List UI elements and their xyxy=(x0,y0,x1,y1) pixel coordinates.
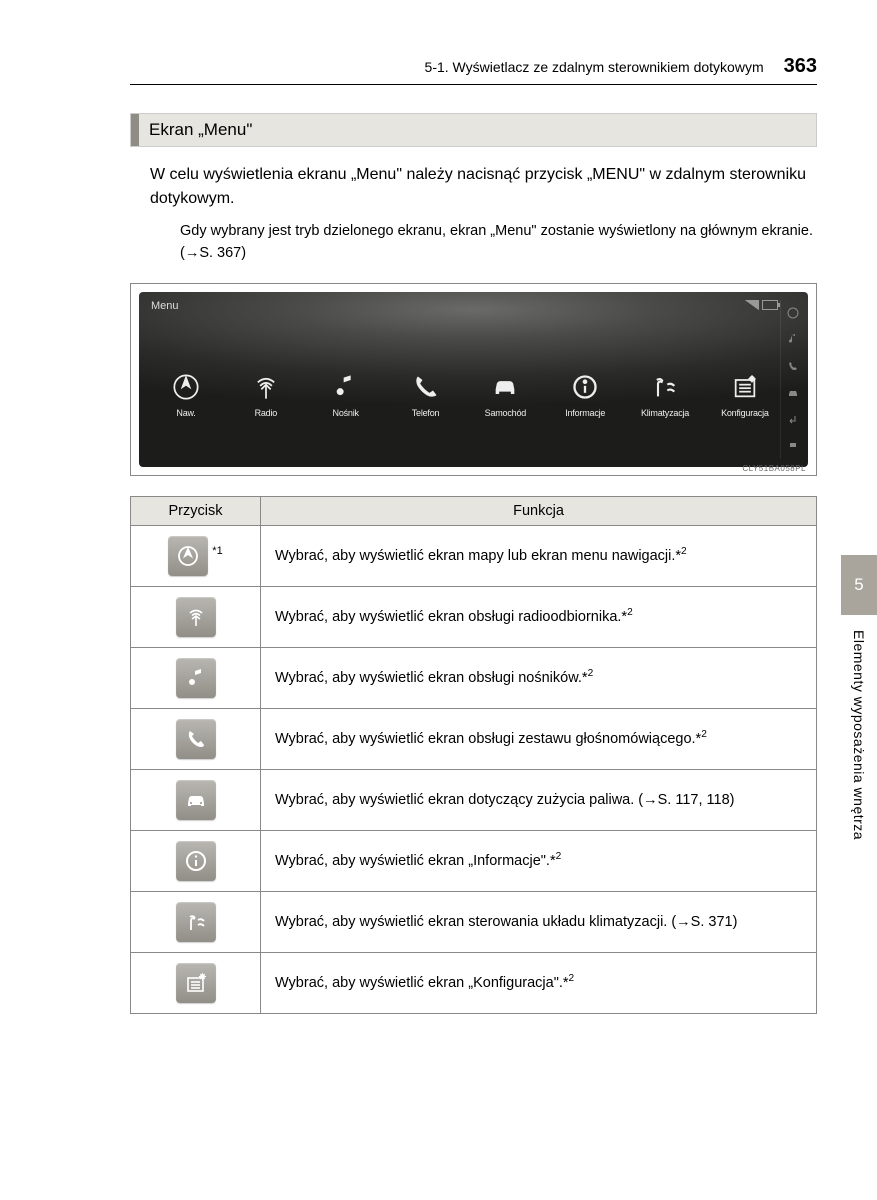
row-func: Wybrać, aby wyświetlić ekran obsługi noś… xyxy=(261,647,817,708)
side-nav-icon[interactable] xyxy=(787,307,799,319)
running-header: 5-1. Wyświetlacz ze zdalnym sterownikiem… xyxy=(130,55,817,85)
table-row: Wybrać, aby wyświetlić ekran dotyczący z… xyxy=(131,769,817,830)
row-func: Wybrać, aby wyświetlić ekran „Informacje… xyxy=(261,830,817,891)
note-paragraph: Gdy wybrany jest tryb dzielonego ekranu,… xyxy=(180,221,817,265)
chapter-number: 5 xyxy=(854,575,863,595)
side-return-icon[interactable] xyxy=(787,413,799,425)
media-icon xyxy=(331,372,361,402)
row-func: Wybrać, aby wyświetlić ekran obsługi rad… xyxy=(261,586,817,647)
nav-button-icon xyxy=(168,536,208,576)
side-icons xyxy=(780,300,802,459)
row-func: Wybrać, aby wyświetlić ekran obsługi zes… xyxy=(261,708,817,769)
side-car-icon[interactable] xyxy=(787,386,799,398)
side-mute-icon[interactable] xyxy=(787,439,799,451)
info-icon xyxy=(570,372,600,402)
title-accent xyxy=(131,114,139,146)
chapter-tab: 5 xyxy=(841,555,877,615)
climate-button-icon xyxy=(176,902,216,942)
menu-car[interactable]: Samochód xyxy=(476,372,534,418)
col-header-function: Funkcja xyxy=(261,496,817,525)
row-func: Wybrać, aby wyświetlić ekran mapy lub ek… xyxy=(261,525,817,586)
menu-icon-row: Naw. Radio Nośnik Telefon xyxy=(151,372,780,418)
menu-screenshot: Menu Naw. Radio Nośni xyxy=(139,292,808,467)
screenshot-code: CLY51BA058PL xyxy=(742,464,806,473)
table-row: *1 Wybrać, aby wyświetlić ekran mapy lub… xyxy=(131,525,817,586)
intro-paragraph: W celu wyświetlenia ekranu „Menu" należy… xyxy=(150,163,817,211)
phone-button-icon xyxy=(176,719,216,759)
col-header-button: Przycisk xyxy=(131,496,261,525)
nav-icon xyxy=(171,372,201,402)
section-title: Ekran „Menu" xyxy=(139,120,252,140)
setup-button-icon xyxy=(176,963,216,1003)
climate-icon xyxy=(650,372,680,402)
row-func: Wybrać, aby wyświetlić ekran dotyczący z… xyxy=(261,769,817,830)
table-row: Wybrać, aby wyświetlić ekran obsługi zes… xyxy=(131,708,817,769)
radio-icon xyxy=(251,372,281,402)
menu-phone[interactable]: Telefon xyxy=(397,372,455,418)
table-row: Wybrać, aby wyświetlić ekran obsługi noś… xyxy=(131,647,817,708)
side-media-icon[interactable] xyxy=(787,333,799,345)
row-func: Wybrać, aby wyświetlić ekran „Konfigurac… xyxy=(261,952,817,1013)
table-row: Wybrać, aby wyświetlić ekran „Informacje… xyxy=(131,830,817,891)
row-func: Wybrać, aby wyświetlić ekran sterowania … xyxy=(261,891,817,952)
menu-setup[interactable]: Konfiguracja xyxy=(716,372,774,418)
battery-icon xyxy=(762,300,778,310)
menu-nav[interactable]: Naw. xyxy=(157,372,215,418)
info-button-icon xyxy=(176,841,216,881)
setup-icon xyxy=(730,372,760,402)
section-title-bar: Ekran „Menu" xyxy=(130,113,817,147)
chapter-title-vertical: Elementy wyposażenia wnętrza xyxy=(851,630,867,840)
radio-button-icon xyxy=(176,597,216,637)
car-icon xyxy=(490,372,520,402)
function-table: Przycisk Funkcja *1 Wybrać, aby wyświetl… xyxy=(130,496,817,1014)
signal-icon xyxy=(745,300,759,310)
table-row: Wybrać, aby wyświetlić ekran obsługi rad… xyxy=(131,586,817,647)
section-label: 5-1. Wyświetlacz ze zdalnym sterownikiem… xyxy=(425,59,764,75)
car-button-icon xyxy=(176,780,216,820)
screenshot-frame: Menu Naw. Radio Nośni xyxy=(130,283,817,476)
media-button-icon xyxy=(176,658,216,698)
phone-icon xyxy=(411,372,441,402)
page-number: 363 xyxy=(784,55,817,78)
screenshot-menu-label: Menu xyxy=(151,300,780,312)
table-row: Wybrać, aby wyświetlić ekran „Konfigurac… xyxy=(131,952,817,1013)
menu-radio[interactable]: Radio xyxy=(237,372,295,418)
menu-info[interactable]: Informacje xyxy=(556,372,614,418)
menu-climate[interactable]: Klimatyzacja xyxy=(636,372,694,418)
side-phone-icon[interactable] xyxy=(787,360,799,372)
menu-media[interactable]: Nośnik xyxy=(317,372,375,418)
table-row: Wybrać, aby wyświetlić ekran sterowania … xyxy=(131,891,817,952)
status-bar xyxy=(745,300,778,310)
